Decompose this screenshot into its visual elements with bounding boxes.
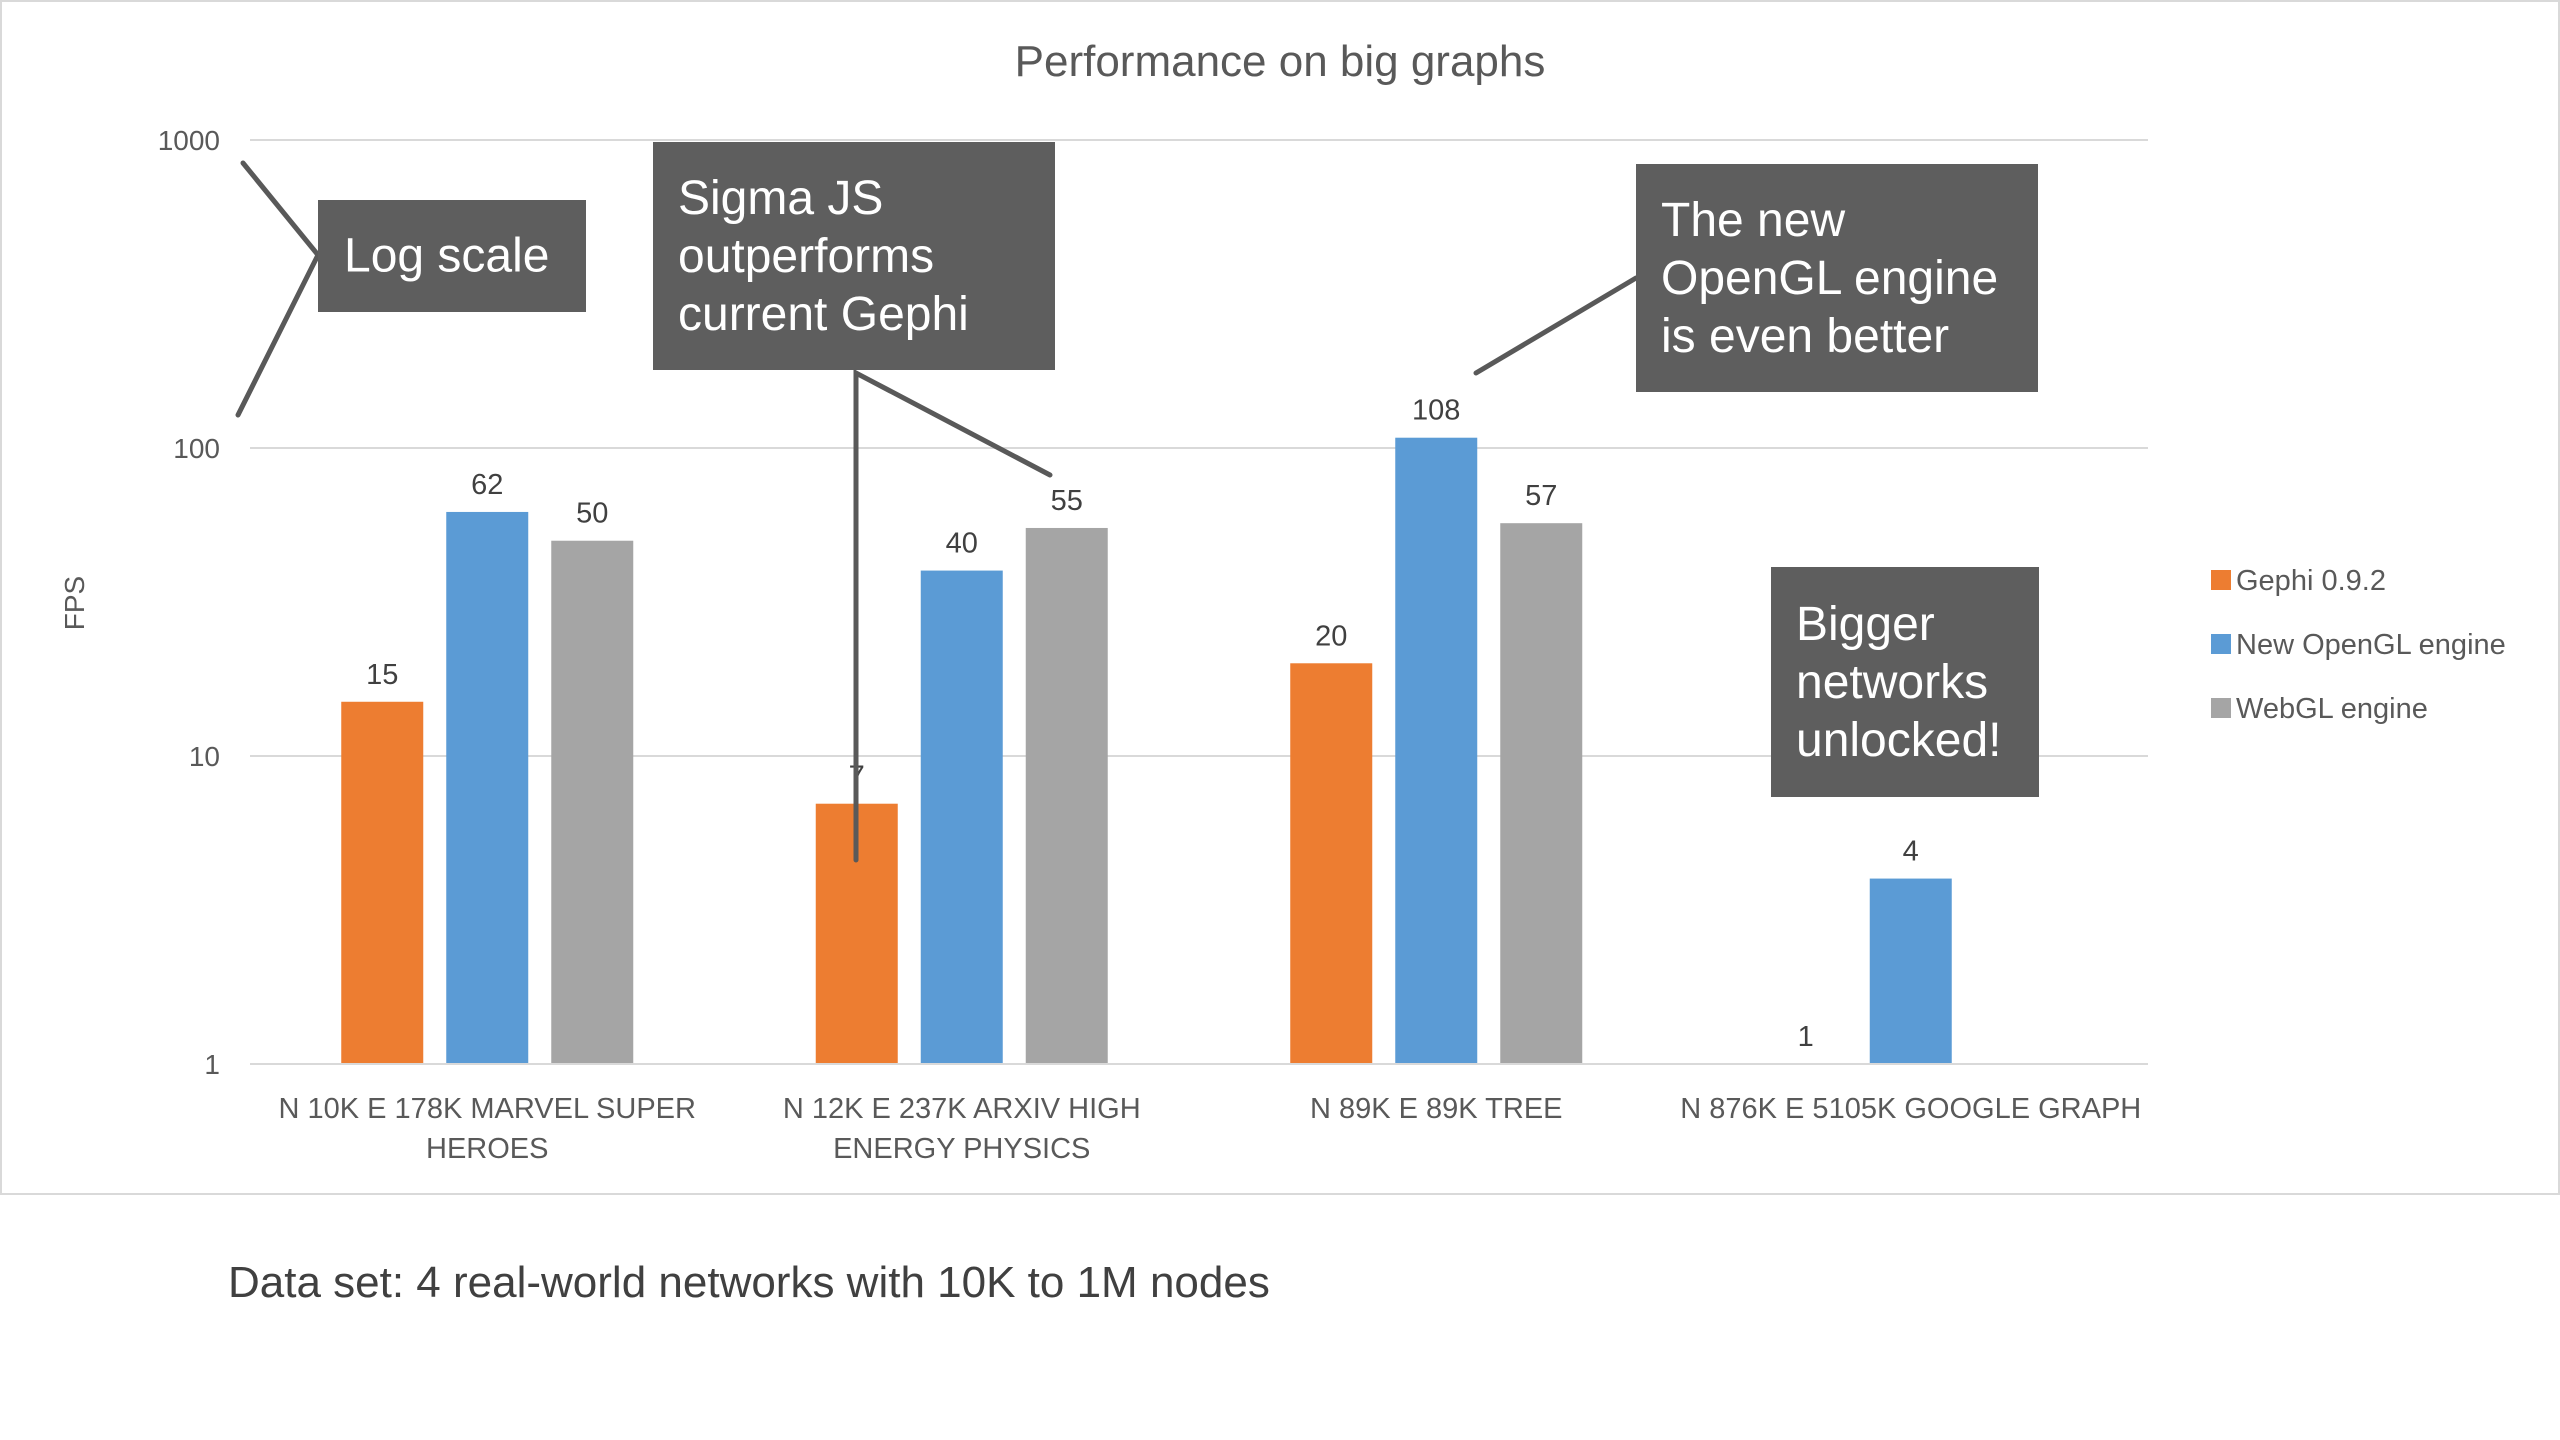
data-label: 15 — [366, 659, 398, 691]
data-label: 55 — [1051, 485, 1083, 517]
bar — [341, 701, 424, 1064]
data-label: 20 — [1315, 620, 1347, 652]
y-tick-label: 10 — [189, 741, 220, 772]
x-tick-label: N 12K E 237K ARXIV HIGH — [783, 1093, 1141, 1125]
bar — [920, 570, 1003, 1064]
data-label: 1 — [1798, 1021, 1814, 1053]
callout-box — [318, 200, 586, 312]
data-label: 40 — [946, 528, 978, 560]
bar — [1290, 663, 1373, 1064]
bar — [446, 511, 529, 1064]
legend-swatch — [2211, 570, 2231, 590]
chart-frame — [0, 0, 2560, 1195]
bar — [551, 540, 634, 1064]
callout-text: Bigger — [1796, 598, 1935, 651]
callout-text: networks — [1796, 656, 1988, 709]
data-label: 62 — [471, 469, 503, 501]
legend-label: WebGL engine — [2236, 693, 2428, 725]
chart-title: Performance on big graphs — [1015, 37, 1546, 86]
callout-box — [1636, 164, 2038, 392]
x-tick-label: N 10K E 178K MARVEL SUPER — [279, 1093, 696, 1125]
bar — [1500, 523, 1583, 1064]
x-tick-label: ENERGY PHYSICS — [833, 1133, 1090, 1165]
data-label: 57 — [1525, 480, 1557, 512]
x-tick-label: HEROES — [426, 1133, 548, 1165]
callout-text: outperforms — [678, 230, 934, 283]
bar — [1395, 437, 1478, 1065]
y-tick-label: 100 — [173, 433, 220, 464]
bar — [1869, 878, 1952, 1064]
caption: Data set: 4 real-world networks with 10K… — [228, 1258, 1270, 1307]
data-label: 50 — [576, 498, 608, 530]
callout-text: unlocked! — [1796, 714, 2001, 767]
callout-text: is even better — [1661, 310, 1949, 363]
x-tick-label: N 876K E 5105K GOOGLE GRAPH — [1680, 1093, 2141, 1125]
bar — [1025, 527, 1108, 1064]
x-tick-label: N 89K E 89K TREE — [1310, 1093, 1563, 1125]
data-label: 4 — [1903, 836, 1919, 868]
legend-swatch — [2211, 634, 2231, 654]
callout-text: OpenGL engine — [1661, 252, 1998, 305]
callout-connector — [853, 368, 1053, 863]
y-tick-label: 1000 — [158, 125, 220, 156]
callout-text: Sigma JS — [678, 172, 883, 225]
callout-text: Log scale — [344, 230, 549, 283]
callout-connector — [235, 160, 321, 418]
callout-box — [1771, 567, 2039, 797]
callout-text: The new — [1661, 194, 1845, 247]
data-label: 108 — [1412, 395, 1460, 427]
callout-box — [653, 142, 1055, 370]
legend-swatch — [2211, 698, 2231, 718]
callout-text: current Gephi — [678, 288, 969, 341]
callout-connector — [1473, 275, 1639, 376]
legend-label: Gephi 0.9.2 — [2236, 565, 2386, 597]
legend-label: New OpenGL engine — [2236, 629, 2506, 661]
y-tick-label: 1 — [204, 1049, 220, 1080]
y-axis-label: FPS — [59, 576, 90, 630]
